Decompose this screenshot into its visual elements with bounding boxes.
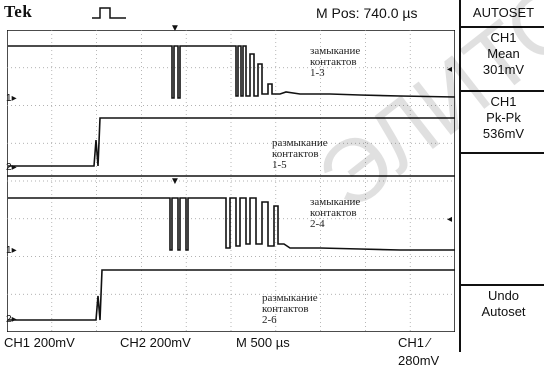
annotation-close-1-3: замыкание контактов 1-3 (310, 45, 361, 79)
status-bar: CH1 200mV CH2 200mV M 500 µs CH1 ⁄ 280mV (0, 334, 460, 368)
graticule (7, 30, 455, 332)
measure-channel: CH1 (490, 30, 517, 45)
trigger-level-marker: ◂ (447, 64, 453, 75)
measure-label: Pk-Pk (486, 110, 521, 125)
time-scale: M 500 µs (236, 335, 290, 350)
undo-label: Undo (487, 288, 520, 303)
side-menu: AUTOSET CH1 Mean 301mV CH1 Pk-Pk 536mV U… (459, 0, 544, 352)
brand-logo: Tek (4, 2, 33, 21)
measure-pkpk-button[interactable]: CH1 Pk-Pk 536mV (461, 92, 544, 154)
ch1-scale: CH1 200mV (4, 335, 75, 350)
ch2-scale: CH2 200mV (120, 335, 191, 350)
trigger-readout: CH1 ⁄ 280mV (398, 335, 440, 368)
trigger-position-marker-lower: ▼ (170, 176, 180, 187)
autoset-label: Autoset (481, 304, 526, 319)
horizontal-position-readout: M Pos: 740.0 µs (316, 5, 418, 21)
trigger-position-marker: ▼ (170, 23, 180, 34)
annotation-open-2-6: размыкание контактов 2-6 (262, 292, 318, 326)
measure-channel: CH1 (490, 94, 517, 109)
trigger-level-marker-lower: ◂ (447, 214, 453, 225)
measure-value: 536mV (482, 126, 525, 141)
ch1-ground-marker-top: 1▸ (6, 93, 17, 104)
measure-mean-button[interactable]: CH1 Mean 301mV (461, 28, 544, 92)
ch2-ground-marker-top: 2▸ (6, 162, 17, 173)
ch2-ground-marker-bottom: 2▸ (6, 314, 17, 325)
measure-label: Mean (487, 46, 520, 61)
annotation-close-2-4: замыкание контактов 2-4 (310, 196, 361, 230)
waveform-traces (8, 45, 456, 321)
undo-autoset-button[interactable]: Undo Autoset (461, 284, 544, 330)
menu-title: AUTOSET (461, 0, 544, 28)
trigger-edge-icon (92, 4, 126, 27)
annotation-open-1-5: размыкание контактов 1-5 (272, 137, 328, 171)
measure-value: 301mV (482, 62, 525, 77)
top-bar: Tek M Pos: 740.0 µs (0, 0, 460, 22)
ch1-ground-marker-bottom: 1▸ (6, 245, 17, 256)
